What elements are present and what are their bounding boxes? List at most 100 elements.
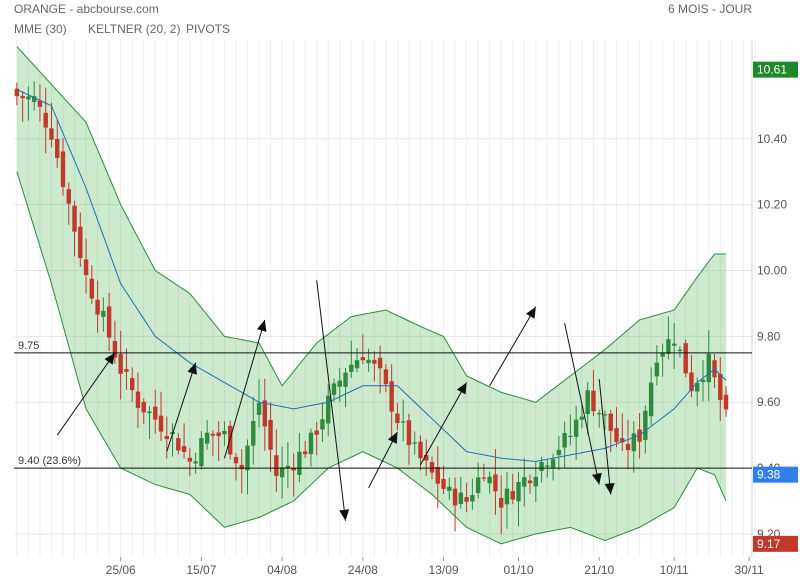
candle: [349, 340, 354, 378]
candle-body: [470, 495, 475, 502]
candle-body: [337, 380, 342, 387]
candle: [135, 372, 141, 429]
candle-body: [591, 390, 596, 412]
candle: [395, 402, 400, 431]
candle-body: [95, 299, 100, 315]
candle: [464, 482, 469, 513]
candle-body: [101, 310, 106, 317]
annotation-arrow: [166, 362, 197, 452]
candle: [274, 429, 279, 492]
candle: [89, 265, 95, 304]
candle-body: [187, 457, 193, 462]
candle: [585, 382, 590, 435]
candle-body: [147, 411, 152, 414]
candle: [573, 405, 579, 461]
candle: [297, 432, 302, 483]
candle: [78, 212, 83, 267]
candle: [648, 367, 654, 425]
arrow-shaft: [166, 362, 197, 452]
candle: [20, 90, 25, 122]
candle: [660, 343, 665, 377]
candle-body: [631, 433, 637, 452]
candle-body: [435, 466, 440, 484]
period-label[interactable]: 6 MOIS - JOUR: [668, 2, 752, 16]
candle: [112, 320, 118, 364]
candle: [37, 84, 43, 122]
candle-body: [424, 454, 429, 461]
candle-body: [193, 461, 198, 464]
x-tick-label: 25/06: [106, 563, 136, 577]
arrow-head: [456, 382, 467, 395]
arrow-shaft: [598, 379, 612, 495]
candle: [608, 409, 613, 453]
candle: [49, 103, 54, 148]
value-tag-label: 9.38: [757, 468, 781, 482]
annotation-arrow: [564, 323, 602, 485]
keltner-lower-line: [16, 171, 727, 545]
candle-body: [683, 343, 688, 374]
candle-body: [533, 476, 538, 487]
annotation-arrow: [420, 382, 468, 466]
candle: [504, 472, 510, 529]
candle: [372, 351, 377, 382]
value-tag: 9.17: [753, 535, 798, 552]
candle-body: [723, 394, 729, 410]
value-tag: 9.38: [753, 466, 798, 483]
candle: [95, 280, 100, 333]
candle-body: [671, 343, 677, 346]
y-tick-label: 9.60: [757, 395, 781, 409]
candle-body: [302, 451, 308, 455]
candle-body: [279, 467, 285, 478]
candle-body: [291, 467, 296, 471]
candle: [343, 367, 348, 408]
candle: [718, 357, 723, 421]
candle-body: [262, 400, 268, 427]
annotation-arrow: [598, 379, 615, 495]
candle: [631, 421, 637, 473]
pivot-label: 9.40 (23.6%): [18, 455, 81, 467]
candle: [406, 413, 412, 465]
candle-body: [377, 357, 383, 369]
candle: [527, 474, 533, 494]
x-tick-label: 24/08: [348, 563, 378, 577]
candle-body: [400, 421, 406, 423]
pivot-label: 9.75: [18, 340, 39, 352]
candle: [291, 453, 296, 497]
candle-body: [83, 259, 89, 276]
candle-body: [216, 432, 221, 437]
candle-body: [43, 112, 48, 128]
annotation-arrow: [223, 319, 267, 459]
candle-body: [251, 420, 256, 446]
candle: [470, 478, 475, 510]
candle: [481, 463, 487, 482]
legend-keltner: KELTNER (20, 2): [88, 22, 180, 36]
candle-body: [568, 435, 573, 438]
x-tick-label: 30/11: [735, 563, 764, 577]
candle: [268, 402, 273, 473]
x-tick-label: 04/08: [267, 563, 297, 577]
candle: [193, 452, 198, 474]
candle-body: [285, 465, 291, 469]
candle-body: [308, 432, 314, 455]
candle-body: [55, 139, 60, 158]
x-tick-label: 15/07: [186, 563, 216, 577]
candle: [302, 440, 308, 459]
candle-body: [429, 462, 435, 473]
candle-body: [677, 349, 683, 351]
candle-body: [297, 451, 302, 475]
candle-body: [360, 357, 366, 361]
candle-body: [660, 352, 665, 357]
candle: [285, 442, 291, 488]
candle: [233, 453, 239, 481]
candle: [222, 421, 227, 446]
candle-body: [706, 353, 711, 383]
arrow-shaft: [420, 382, 468, 466]
candle: [124, 348, 129, 390]
candle: [262, 378, 268, 451]
candle-body: [585, 390, 590, 415]
last-value-tags: 10.61 9.38 9.17: [753, 61, 798, 552]
candle-body: [135, 391, 141, 408]
candle: [689, 355, 694, 398]
candle-body: [389, 381, 394, 412]
